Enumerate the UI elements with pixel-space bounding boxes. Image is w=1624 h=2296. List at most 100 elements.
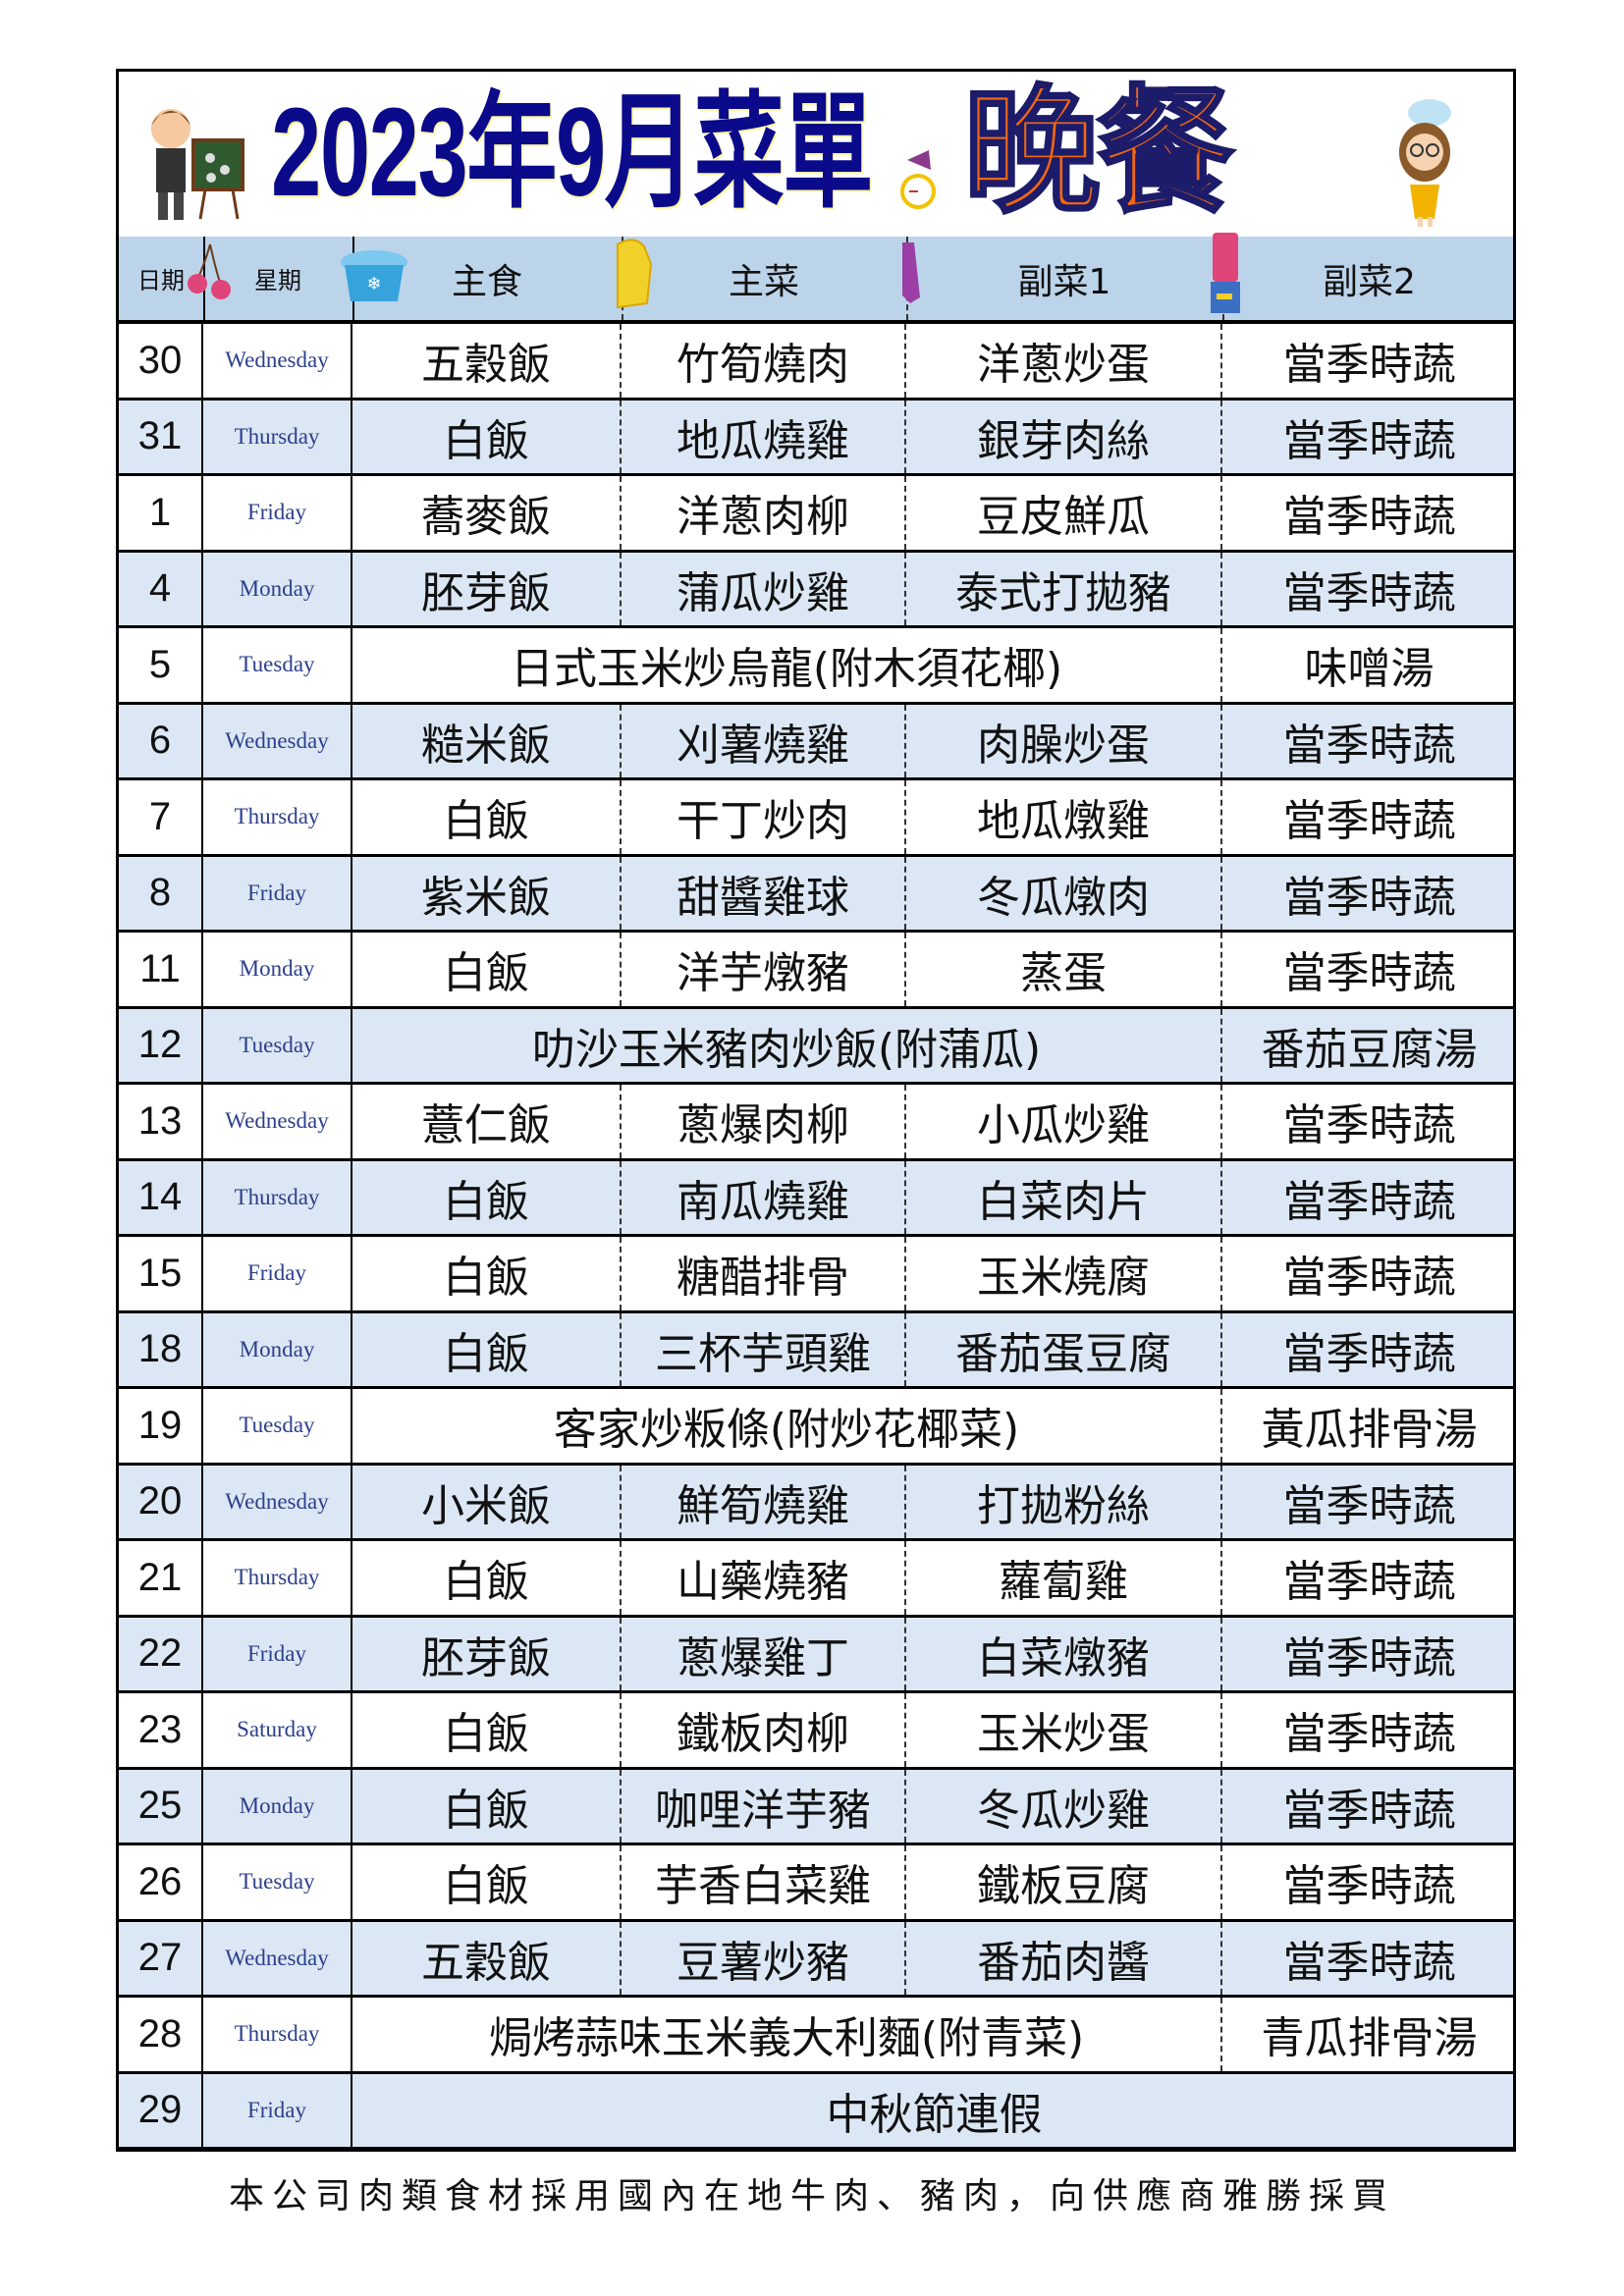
header-side-dish-2: 副菜2 — [1323, 261, 1416, 302]
side-dish-2-cell: 當季時蔬 — [1282, 796, 1456, 847]
purple-utensil-icon — [902, 242, 920, 303]
table-row: 25 Monday 白飯 咖哩洋芋豬 冬瓜炒雞 當季時蔬 — [119, 1769, 1513, 1845]
staple-cell: 白飯 — [352, 1845, 622, 1919]
date-cell: 11 — [119, 933, 203, 1006]
side-dish-2-cell: 當季時蔬 — [1282, 872, 1456, 923]
alarm-clock-icon — [900, 150, 936, 209]
date-cell: 30 — [119, 324, 203, 398]
date-cell: 15 — [119, 1237, 203, 1310]
table-row: 26 Tuesday 白飯 芋香白菜雞 鐵板豆腐 當季時蔬 — [119, 1845, 1513, 1922]
side-dish-1-cell: 白菜肉片 — [906, 1160, 1222, 1234]
weekday-cell: Thursday — [203, 1541, 352, 1615]
main-dish-cell: 甜醬雞球 — [622, 856, 906, 930]
date-cell: 1 — [119, 476, 203, 550]
date-cell: 21 — [119, 1541, 203, 1615]
weekday-cell: Friday — [203, 2073, 352, 2147]
main-dish-cell: 地瓜燒雞 — [622, 400, 906, 473]
staple-cell: 白飯 — [352, 1693, 622, 1767]
weekday-cell: Wednesday — [203, 324, 352, 398]
weekday-cell: Thursday — [203, 1160, 352, 1234]
main-dish-cell: 鮮筍燒雞 — [622, 1465, 906, 1538]
date-cell: 23 — [119, 1693, 203, 1767]
table-row: 14 Thursday 白飯 南瓜燒雞 白菜肉片 當季時蔬 — [119, 1160, 1513, 1237]
weekday-cell: Friday — [203, 1237, 352, 1310]
title-dinner: 晚餐 — [961, 72, 1235, 235]
staple-cell: 小米飯 — [352, 1465, 622, 1538]
staple-cell: 胚芽飯 — [352, 1617, 622, 1690]
side-dish-1-cell: 蒸蛋 — [906, 933, 1222, 1006]
holiday-cell: 中秋節連假 — [826, 2089, 1043, 2140]
weekday-cell: Saturday — [203, 1693, 352, 1767]
staple-cell: 薏仁飯 — [352, 1085, 622, 1158]
table-row: 19 Tuesday 客家炒粄條(附炒花椰菜) 黃瓜排骨湯 — [119, 1389, 1513, 1466]
title-month-menu: 2023年9月菜單 — [271, 82, 873, 223]
main-dish-cell: 蔥爆肉柳 — [622, 1085, 906, 1158]
side-dish-1-cell: 泰式打拋豬 — [906, 552, 1222, 625]
date-cell: 7 — [119, 780, 203, 854]
side-dish-2-cell: 當季時蔬 — [1282, 415, 1456, 466]
date-cell: 14 — [119, 1160, 203, 1234]
date-cell: 31 — [119, 400, 203, 473]
staple-cell: 白飯 — [352, 1312, 622, 1386]
weekday-cell: Wednesday — [203, 1085, 352, 1158]
table-row: 29 Friday 中秋節連假 — [119, 2073, 1513, 2150]
date-cell: 29 — [119, 2073, 203, 2147]
weekday-cell: Tuesday — [203, 1008, 352, 1082]
column-header-row: 日期 星期 ❄ 主食 主菜 副菜1 副菜2 — [119, 233, 1513, 324]
weekday-cell: Thursday — [203, 1998, 352, 2071]
staple-cell: 紫米飯 — [352, 856, 622, 930]
side-dish-1-cell: 玉米炒蛋 — [906, 1693, 1222, 1767]
side-dish-2-cell: 當季時蔬 — [1282, 1176, 1456, 1227]
side-dish-2-cell: 當季時蔬 — [1282, 1937, 1456, 1988]
date-cell: 5 — [119, 628, 203, 702]
side-dish-2-cell: 當季時蔬 — [1282, 1709, 1456, 1760]
staple-cell: 白飯 — [352, 780, 622, 854]
side-dish-1-cell: 打拋粉絲 — [906, 1465, 1222, 1538]
combined-meal-cell: 叻沙玉米豬肉炒飯(附蒲瓜) — [352, 1008, 1222, 1082]
combined-meal-cell: 客家炒粄條(附炒花椰菜) — [352, 1389, 1222, 1463]
date-cell: 19 — [119, 1389, 203, 1463]
staple-cell: 五穀飯 — [352, 324, 622, 398]
side-dish-1-cell: 冬瓜炒雞 — [906, 1769, 1222, 1842]
staple-cell: 白飯 — [352, 1160, 622, 1234]
staple-cell: 白飯 — [352, 1769, 622, 1842]
teacher-illustration-icon — [151, 109, 244, 220]
main-dish-cell: 山藥燒豬 — [622, 1541, 906, 1615]
staple-cell: 糙米飯 — [352, 704, 622, 777]
date-cell: 6 — [119, 704, 203, 777]
date-cell: 8 — [119, 856, 203, 930]
date-cell: 27 — [119, 1921, 203, 1995]
side-dish-1-cell: 豆皮鮮瓜 — [906, 476, 1222, 550]
main-dish-cell: 蔥爆雞丁 — [622, 1617, 906, 1690]
date-cell: 25 — [119, 1769, 203, 1842]
blender-icon — [1211, 233, 1240, 313]
weekday-cell: Wednesday — [203, 1465, 352, 1538]
main-dish-cell: 洋芋燉豬 — [622, 933, 906, 1006]
weekday-cell: Monday — [203, 1769, 352, 1842]
table-row: 22 Friday 胚芽飯 蔥爆雞丁 白菜燉豬 當季時蔬 — [119, 1617, 1513, 1693]
side-dish-2-cell: 當季時蔬 — [1282, 1253, 1456, 1304]
side-dish-1-cell: 地瓜燉雞 — [906, 780, 1222, 854]
table-row: 31 Thursday 白飯 地瓜燒雞 銀芽肉絲 當季時蔬 — [119, 400, 1513, 476]
weekday-cell: Tuesday — [203, 1389, 352, 1463]
side-dish-2-cell: 當季時蔬 — [1282, 1557, 1456, 1608]
date-cell: 13 — [119, 1085, 203, 1158]
header-side-dish-1: 副菜1 — [906, 237, 1224, 320]
main-dish-cell: 咖哩洋芋豬 — [622, 1769, 906, 1842]
main-dish-cell: 洋蔥肉柳 — [622, 476, 906, 550]
table-row: 4 Monday 胚芽飯 蒲瓜炒雞 泰式打拋豬 當季時蔬 — [119, 552, 1513, 628]
side-dish-1-cell: 鐵板豆腐 — [906, 1845, 1222, 1919]
table-row: 1 Friday 蕎麥飯 洋蔥肉柳 豆皮鮮瓜 當季時蔬 — [119, 476, 1513, 553]
svg-text:❄: ❄ — [366, 274, 381, 294]
title-banner: 2023年9月菜單 晚餐 — [119, 72, 1513, 240]
staple-cell: 白飯 — [352, 1541, 622, 1615]
main-dish-cell: 刈薯燒雞 — [622, 704, 906, 777]
side-dish-2-cell: 黃瓜排骨湯 — [1261, 1405, 1478, 1456]
staple-cell: 蕎麥飯 — [352, 476, 622, 550]
side-dish-2-cell: 當季時蔬 — [1282, 1328, 1456, 1379]
staple-cell: 白飯 — [352, 1237, 622, 1310]
side-dish-2-cell: 當季時蔬 — [1282, 1480, 1456, 1531]
table-row: 11 Monday 白飯 洋芋燉豬 蒸蛋 當季時蔬 — [119, 933, 1513, 1009]
side-dish-1-cell: 番茄肉醬 — [906, 1921, 1222, 1995]
combined-meal-cell: 日式玉米炒烏龍(附木須花椰) — [352, 628, 1222, 702]
